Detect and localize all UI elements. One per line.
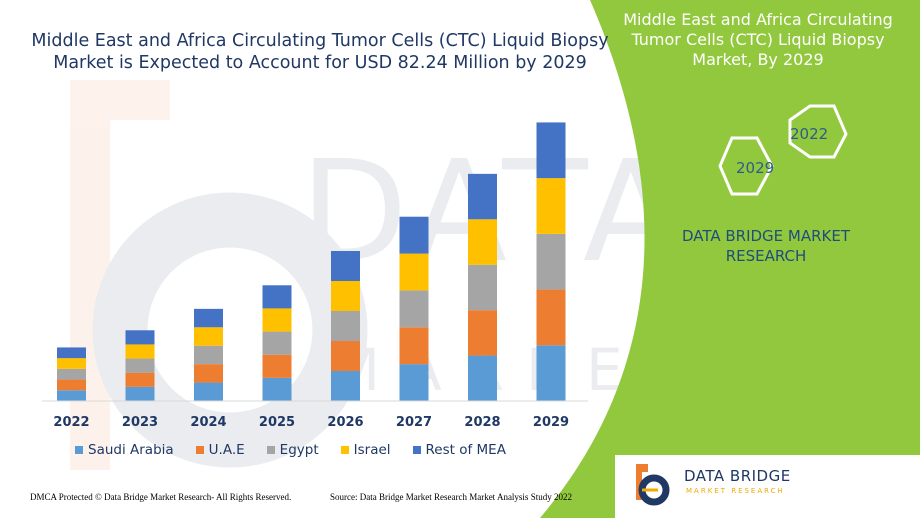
x-tick-label: 2029	[533, 415, 569, 430]
bar-2024-u-a-e	[194, 364, 223, 383]
legend-label: Saudi Arabia	[88, 442, 174, 458]
legend-item: Rest of MEA	[412, 442, 506, 458]
footer-source: Source: Data Bridge Market Research Mark…	[330, 492, 572, 502]
brand-text: DATA BRIDGE MARKET RESEARCH	[681, 227, 851, 265]
legend-label: Rest of MEA	[425, 442, 506, 458]
bar-2026-egypt	[331, 311, 360, 341]
footer-copyright: DMCA Protected © Data Bridge Market Rese…	[30, 492, 292, 502]
hex-label-2022: 2022	[790, 125, 828, 143]
bar-2025-rest-of-mea	[262, 285, 292, 309]
legend-swatch	[340, 446, 349, 454]
x-tick-label: 2027	[396, 415, 432, 430]
chart-title: Middle East and Africa Circulating Tumor…	[31, 31, 609, 73]
x-tick-label: 2022	[53, 415, 89, 430]
logo-name: DATA BRIDGE	[684, 467, 791, 485]
legend-swatch	[75, 446, 83, 454]
bar-2027-israel	[399, 253, 429, 291]
bar-2025-u-a-e	[262, 354, 292, 378]
bar-2023-egypt	[125, 358, 155, 373]
legend-item: U.A.E	[195, 442, 245, 458]
bar-2023-saudi-arabia	[125, 386, 155, 401]
hex-label-2029: 2029	[736, 159, 774, 177]
bar-2023-israel	[125, 344, 155, 359]
bar-2026-u-a-e	[331, 341, 360, 371]
bar-2028-saudi-arabia	[468, 355, 497, 401]
bars-group	[57, 122, 566, 401]
bar-2026-saudi-arabia	[331, 371, 360, 401]
bar-2024-egypt	[194, 345, 223, 365]
bar-2027-u-a-e	[399, 327, 429, 365]
bar-2029-rest-of-mea	[536, 122, 566, 179]
legend-label: U.A.E	[208, 442, 245, 458]
bar-2023-u-a-e	[125, 372, 155, 387]
bar-2028-israel	[468, 219, 497, 265]
x-tick-label: 2024	[190, 415, 226, 430]
bar-2022-israel	[57, 358, 86, 369]
side-panel	[540, 0, 920, 518]
bar-2025-egypt	[262, 331, 292, 355]
bar-2028-u-a-e	[468, 310, 497, 356]
legend-item: Egypt	[266, 442, 319, 458]
bar-2025-saudi-arabia	[262, 377, 292, 401]
legend-item: Saudi Arabia	[75, 442, 174, 458]
bar-2027-rest-of-mea	[399, 216, 429, 254]
bar-2024-saudi-arabia	[194, 382, 223, 401]
legend-label: Egypt	[279, 442, 319, 458]
x-tick-label: 2025	[259, 415, 295, 430]
logo-icon	[636, 464, 670, 506]
x-tick-labels: 2022 2023 2024 2025 2026 2027 2028 2029	[53, 415, 569, 430]
legend-swatch	[266, 446, 275, 454]
bar-2024-israel	[194, 327, 223, 346]
hexagon-2022	[788, 104, 848, 159]
legend: Saudi Arabia U.A.E Egypt Israel Rest of MEA	[75, 442, 528, 458]
legend-swatch	[195, 446, 204, 454]
bar-2026-israel	[331, 281, 360, 311]
bar-2028-egypt	[468, 264, 497, 311]
hexagon-group: 2022 2029	[718, 104, 848, 196]
bar-2026-rest-of-mea	[331, 251, 360, 281]
x-tick-label: 2023	[122, 415, 158, 430]
bar-2025-israel	[262, 308, 292, 332]
side-panel-title: Middle East and Africa Circulating Tumor…	[623, 10, 893, 69]
hexagon-2029	[718, 136, 774, 196]
legend-swatch	[412, 446, 421, 454]
legend-item: Israel	[340, 442, 391, 458]
legend-label: Israel	[353, 442, 391, 458]
bar-2022-saudi-arabia	[57, 390, 86, 401]
logo-tagline: MARKET RESEARCH	[686, 487, 785, 495]
bar-2028-rest-of-mea	[468, 173, 497, 220]
bar-2022-rest-of-mea	[57, 347, 86, 359]
bar-2027-egypt	[399, 290, 429, 328]
x-tick-label: 2028	[464, 415, 500, 430]
bar-2029-egypt	[536, 233, 566, 290]
bar-2029-saudi-arabia	[536, 345, 566, 401]
bar-2022-egypt	[57, 368, 86, 380]
bar-2029-u-a-e	[536, 289, 566, 346]
bar-2023-rest-of-mea	[125, 330, 155, 345]
bar-2024-rest-of-mea	[194, 308, 223, 328]
bar-2029-israel	[536, 178, 566, 234]
bar-2022-u-a-e	[57, 379, 86, 391]
bar-2027-saudi-arabia	[399, 364, 429, 401]
x-tick-label: 2026	[327, 415, 363, 430]
bar-chart: 2022 2023 2024 2025 2026 2027 2028 2029	[42, 122, 588, 430]
